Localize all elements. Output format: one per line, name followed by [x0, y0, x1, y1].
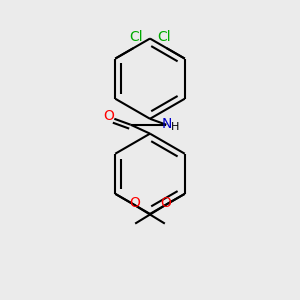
Text: O: O	[129, 196, 140, 210]
Text: O: O	[160, 196, 171, 210]
Text: N: N	[162, 117, 172, 131]
Text: Cl: Cl	[129, 30, 143, 44]
Text: H: H	[170, 122, 179, 132]
Text: Cl: Cl	[157, 30, 171, 44]
Text: O: O	[103, 109, 114, 123]
